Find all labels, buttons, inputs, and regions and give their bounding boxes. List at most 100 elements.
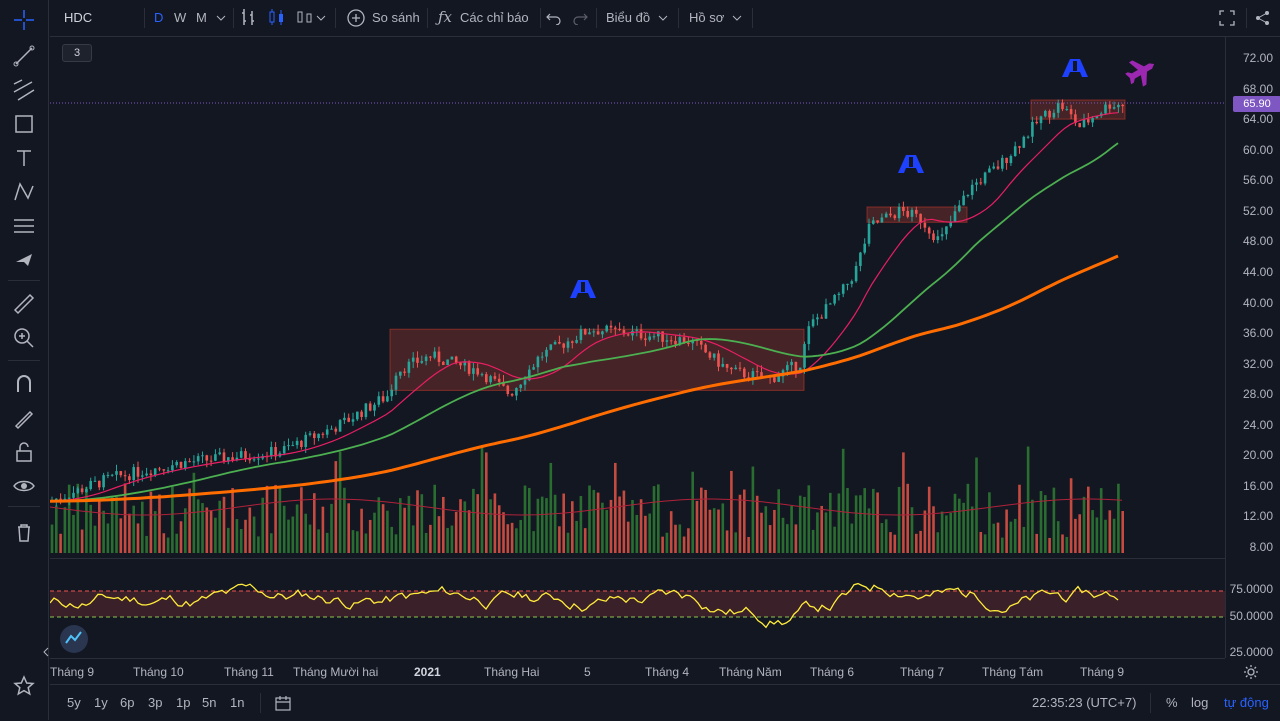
- candle: [927, 227, 931, 234]
- auto-scale-toggle[interactable]: tự động: [1224, 695, 1269, 710]
- volume-bar: [304, 513, 307, 553]
- star-icon[interactable]: [10, 672, 38, 700]
- price-axis-label: 20.00: [1242, 448, 1273, 463]
- volume-bar: [59, 533, 62, 553]
- crosshair-icon[interactable]: [10, 6, 38, 34]
- volume-bar: [949, 512, 952, 553]
- candle: [867, 223, 871, 244]
- price-axis[interactable]: 72.00 68.00 64.00 60.00 56.00 52.00 48.00 44.00…: [1225, 37, 1280, 659]
- interval-weekly[interactable]: W: [174, 10, 187, 25]
- fib-tool-icon[interactable]: [10, 76, 38, 104]
- candle: [446, 359, 449, 366]
- candle: [407, 361, 411, 373]
- volume-bar: [833, 526, 836, 553]
- calendar-goto-icon[interactable]: [275, 695, 291, 711]
- candle: [528, 369, 531, 381]
- volume-bar: [158, 494, 161, 553]
- symbol-search[interactable]: HDC: [64, 10, 93, 25]
- prediction-tool-icon[interactable]: [10, 212, 38, 240]
- candle: [1044, 110, 1047, 117]
- candle: [609, 325, 613, 328]
- candle: [902, 206, 905, 212]
- fullscreen-icon[interactable]: [1218, 9, 1236, 27]
- range-5y[interactable]: 5y: [67, 695, 81, 710]
- undo-icon[interactable]: [546, 11, 562, 25]
- rectangle-tool-icon[interactable]: [10, 110, 38, 138]
- range-6m[interactable]: 6p: [120, 695, 135, 710]
- chevron-left-icon[interactable]: [42, 646, 50, 658]
- eye-icon[interactable]: [10, 472, 38, 500]
- profile-menu[interactable]: Hồ sơ: [689, 10, 725, 25]
- chart-menu[interactable]: Biểu đồ: [606, 10, 651, 25]
- redo-icon[interactable]: [572, 11, 588, 25]
- airplane-icon[interactable]: [10, 246, 38, 274]
- percent-toggle[interactable]: %: [1166, 695, 1178, 710]
- volume-bar: [463, 501, 467, 553]
- volume-bar: [295, 504, 299, 553]
- range-3m[interactable]: 3p: [148, 695, 163, 710]
- volume-bar: [351, 530, 355, 553]
- volume-bar: [1026, 446, 1030, 553]
- volume-bar: [506, 524, 510, 553]
- bars-style-icon[interactable]: [240, 7, 258, 27]
- candle: [171, 465, 174, 471]
- volume-bar: [979, 531, 983, 553]
- settings-gear-icon[interactable]: [1243, 664, 1259, 680]
- stay-drawing-icon[interactable]: [10, 404, 38, 432]
- candle: [1061, 102, 1064, 110]
- lock-icon[interactable]: [10, 438, 38, 466]
- pattern-tool-icon[interactable]: [10, 178, 38, 206]
- log-toggle[interactable]: log: [1191, 695, 1209, 710]
- range-1y[interactable]: 1y: [94, 695, 108, 710]
- candle: [55, 498, 58, 501]
- candle: [480, 374, 484, 376]
- candle: [1069, 109, 1073, 115]
- range-5d[interactable]: 5n: [202, 695, 217, 710]
- clock[interactable]: 22:35:23 (UTC+7): [1032, 695, 1137, 710]
- volume-bar: [308, 524, 312, 553]
- range-1d[interactable]: 1n: [230, 695, 245, 710]
- price-axis-label: 60.00: [1242, 142, 1273, 157]
- legend-toggle[interactable]: 3: [62, 44, 92, 62]
- price-chart[interactable]: [50, 37, 1225, 555]
- interval-monthly[interactable]: M: [196, 10, 207, 25]
- compare-button[interactable]: So sánh: [372, 10, 420, 25]
- trend-line-icon[interactable]: [10, 42, 38, 70]
- osc-axis-label: 25.0000: [1229, 645, 1273, 659]
- candles-style-icon[interactable]: [268, 7, 286, 27]
- volume-bar: [777, 489, 780, 553]
- volume-bar: [691, 471, 694, 553]
- volume-bar: [893, 534, 897, 553]
- candle: [364, 403, 368, 417]
- price-axis-label: 40.00: [1242, 295, 1273, 310]
- text-tool-icon[interactable]: [10, 144, 38, 172]
- volume-bar: [1005, 509, 1008, 553]
- chevron-down-icon[interactable]: [316, 14, 326, 22]
- time-axis[interactable]: Tháng 9 Tháng 10 Tháng 11 Tháng Mười hai…: [50, 658, 1225, 685]
- indicators-icon[interactable]: ƒx: [438, 8, 453, 26]
- volume-bar: [472, 488, 475, 553]
- zoom-icon[interactable]: [10, 324, 38, 352]
- candle: [592, 331, 596, 333]
- magnet-icon[interactable]: [10, 370, 38, 398]
- interval-daily[interactable]: D: [154, 10, 164, 25]
- volume-bar: [549, 462, 553, 553]
- volume-bar: [123, 483, 127, 553]
- add-compare-icon[interactable]: [347, 9, 365, 27]
- ruler-icon[interactable]: [10, 290, 38, 318]
- range-1m[interactable]: 1p: [176, 695, 191, 710]
- trash-icon[interactable]: [10, 518, 38, 546]
- candle: [510, 393, 514, 396]
- volume-bar: [566, 532, 570, 553]
- chevron-down-icon[interactable]: [216, 14, 226, 22]
- time-label: 5: [584, 665, 591, 679]
- candle: [1052, 112, 1056, 118]
- oscillator-pane[interactable]: [50, 558, 1225, 659]
- indicators-button[interactable]: Các chỉ báo: [460, 10, 529, 25]
- volume-bar: [257, 536, 260, 553]
- share-icon[interactable]: [1254, 9, 1272, 27]
- hollow-candles-icon[interactable]: [296, 7, 314, 27]
- candle: [433, 351, 436, 358]
- candle: [996, 166, 1000, 169]
- candle: [459, 362, 462, 366]
